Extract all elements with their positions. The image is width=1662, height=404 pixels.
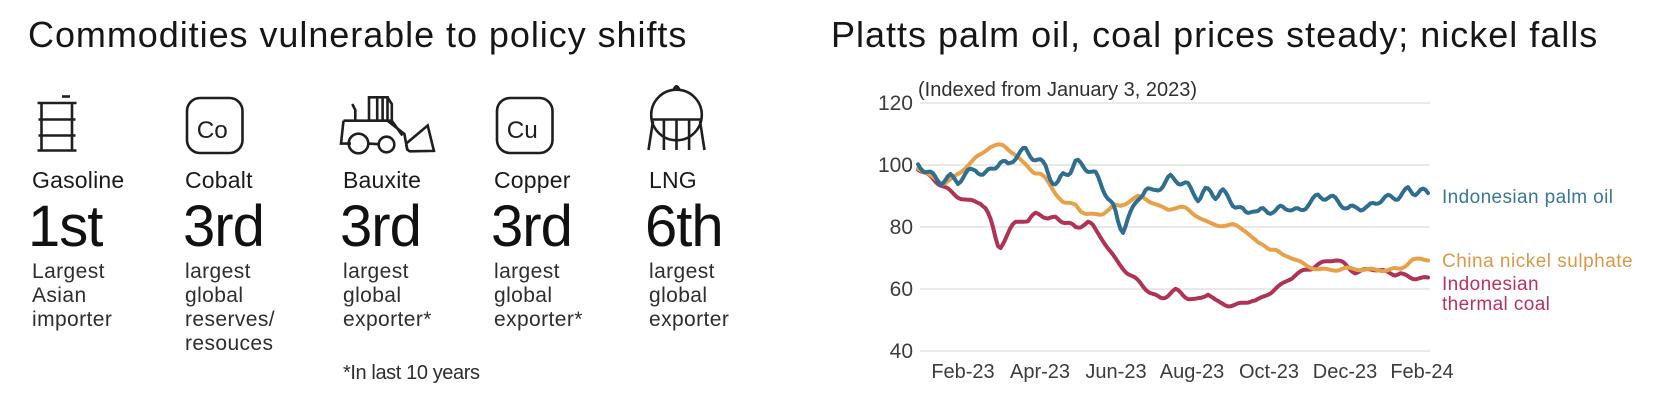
- svg-text:120: 120: [878, 92, 913, 115]
- svg-text:Aug-23: Aug-23: [1160, 361, 1225, 383]
- svg-text:Indonesian: Indonesian: [1442, 274, 1539, 295]
- svg-text:(Indexed from January 3, 2023): (Indexed from January 3, 2023): [918, 79, 1197, 101]
- svg-text:Co: Co: [197, 117, 228, 144]
- svg-text:Feb-24: Feb-24: [1390, 361, 1453, 383]
- svg-text:China nickel sulphate: China nickel sulphate: [1442, 251, 1633, 272]
- svg-text:Apr-23: Apr-23: [1010, 361, 1070, 383]
- svg-text:60: 60: [890, 278, 913, 301]
- svg-text:Feb-23: Feb-23: [931, 361, 994, 383]
- svg-text:Cu: Cu: [507, 117, 538, 144]
- svg-text:Jun-23: Jun-23: [1085, 361, 1146, 383]
- svg-text:Dec-23: Dec-23: [1313, 361, 1377, 383]
- svg-text:100: 100: [878, 154, 913, 177]
- svg-text:Oct-23: Oct-23: [1239, 361, 1299, 383]
- svg-text:40: 40: [890, 340, 913, 363]
- svg-text:Indonesian palm oil: Indonesian palm oil: [1442, 187, 1613, 208]
- svg-text:thermal coal: thermal coal: [1442, 294, 1550, 315]
- svg-text:80: 80: [890, 216, 913, 239]
